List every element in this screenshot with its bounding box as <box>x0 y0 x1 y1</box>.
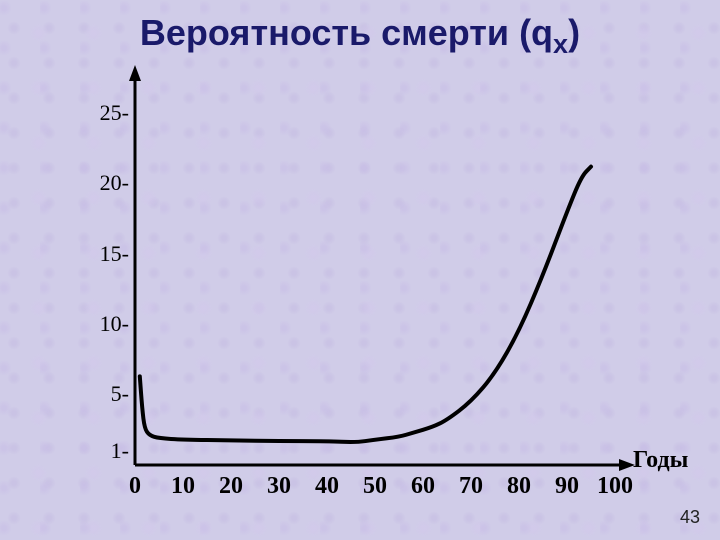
x-axis-label: Годы <box>633 447 688 474</box>
x-tick-label: 100 <box>597 473 633 500</box>
x-tick-label: 70 <box>459 473 483 500</box>
y-tick-label: 5- <box>111 381 129 407</box>
x-tick-label: 90 <box>555 473 579 500</box>
slide-number: 43 <box>680 507 700 528</box>
y-tick-label: 15- <box>100 241 129 267</box>
y-tick-label: 10- <box>100 311 129 337</box>
x-tick-label: 30 <box>267 473 291 500</box>
x-tick-label: 50 <box>363 473 387 500</box>
x-tick-label: 0 <box>129 473 141 500</box>
x-tick-label: 60 <box>411 473 435 500</box>
mortality-chart <box>0 0 720 540</box>
y-tick-label: 25- <box>100 100 129 126</box>
x-tick-label: 80 <box>507 473 531 500</box>
x-tick-label: 40 <box>315 473 339 500</box>
y-tick-label: 1- <box>111 438 129 464</box>
y-tick-label: 20- <box>100 170 129 196</box>
x-tick-label: 10 <box>171 473 195 500</box>
x-tick-label: 20 <box>219 473 243 500</box>
